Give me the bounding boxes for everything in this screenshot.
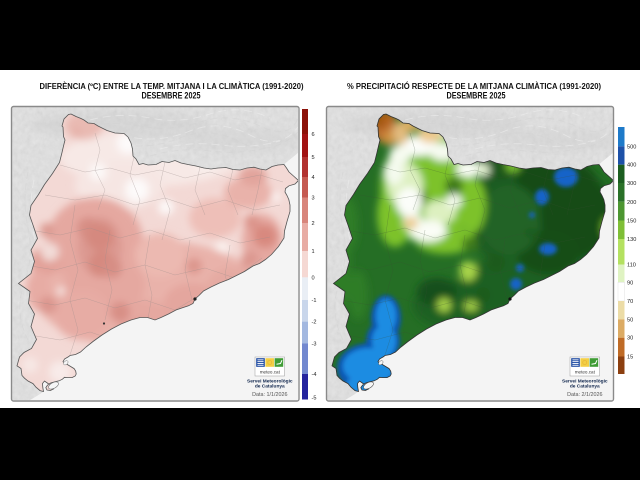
svg-text:% PRECIPITACIÓ RESPECTE DE LA: % PRECIPITACIÓ RESPECTE DE LA MITJANA CL… — [347, 82, 601, 91]
svg-text:3: 3 — [312, 196, 315, 202]
svg-text:130: 130 — [627, 237, 636, 243]
svg-text:Data: 2/1/2026: Data: 2/1/2026 — [567, 392, 602, 398]
svg-text:50: 50 — [627, 317, 633, 323]
svg-text:meteo.cat: meteo.cat — [575, 369, 596, 374]
svg-text:Servei Meteorològic: Servei Meteorològic — [562, 378, 608, 384]
svg-text:200: 200 — [627, 200, 636, 206]
svg-text:500: 500 — [627, 144, 636, 150]
svg-text:70: 70 — [627, 299, 633, 305]
svg-text:de Catalunya: de Catalunya — [570, 384, 600, 390]
svg-text:de Catalunya: de Catalunya — [255, 384, 285, 390]
svg-text:DESEMBRE 2025: DESEMBRE 2025 — [447, 91, 506, 101]
svg-text:DESEMBRE 2025: DESEMBRE 2025 — [142, 91, 201, 101]
svg-text:Servei Meteorològic: Servei Meteorològic — [247, 378, 293, 384]
svg-text:90: 90 — [627, 280, 633, 286]
svg-text:6: 6 — [312, 132, 315, 138]
svg-text:150: 150 — [627, 219, 636, 225]
svg-text:Data: 1/1/2026: Data: 1/1/2026 — [252, 392, 287, 398]
svg-text:400: 400 — [627, 163, 636, 169]
svg-text:110: 110 — [627, 263, 636, 269]
svg-text:300: 300 — [627, 181, 636, 187]
svg-text:-2: -2 — [312, 320, 317, 326]
svg-text:-4: -4 — [312, 372, 317, 378]
svg-text:0: 0 — [312, 275, 315, 281]
svg-text:meteo.cat: meteo.cat — [260, 369, 281, 374]
svg-text:-3: -3 — [312, 342, 317, 348]
svg-text:DIFERÈNCIA (ºC) ENTRE LA TEMP.: DIFERÈNCIA (ºC) ENTRE LA TEMP. MITJANA I… — [40, 82, 304, 91]
svg-text:30: 30 — [627, 336, 633, 342]
svg-text:1: 1 — [312, 249, 315, 255]
svg-text:-1: -1 — [312, 298, 317, 304]
svg-text:-5: -5 — [312, 395, 317, 401]
svg-text:15: 15 — [627, 355, 633, 361]
svg-text:5: 5 — [312, 155, 315, 161]
svg-text:4: 4 — [312, 175, 315, 181]
svg-text:2: 2 — [312, 221, 315, 227]
